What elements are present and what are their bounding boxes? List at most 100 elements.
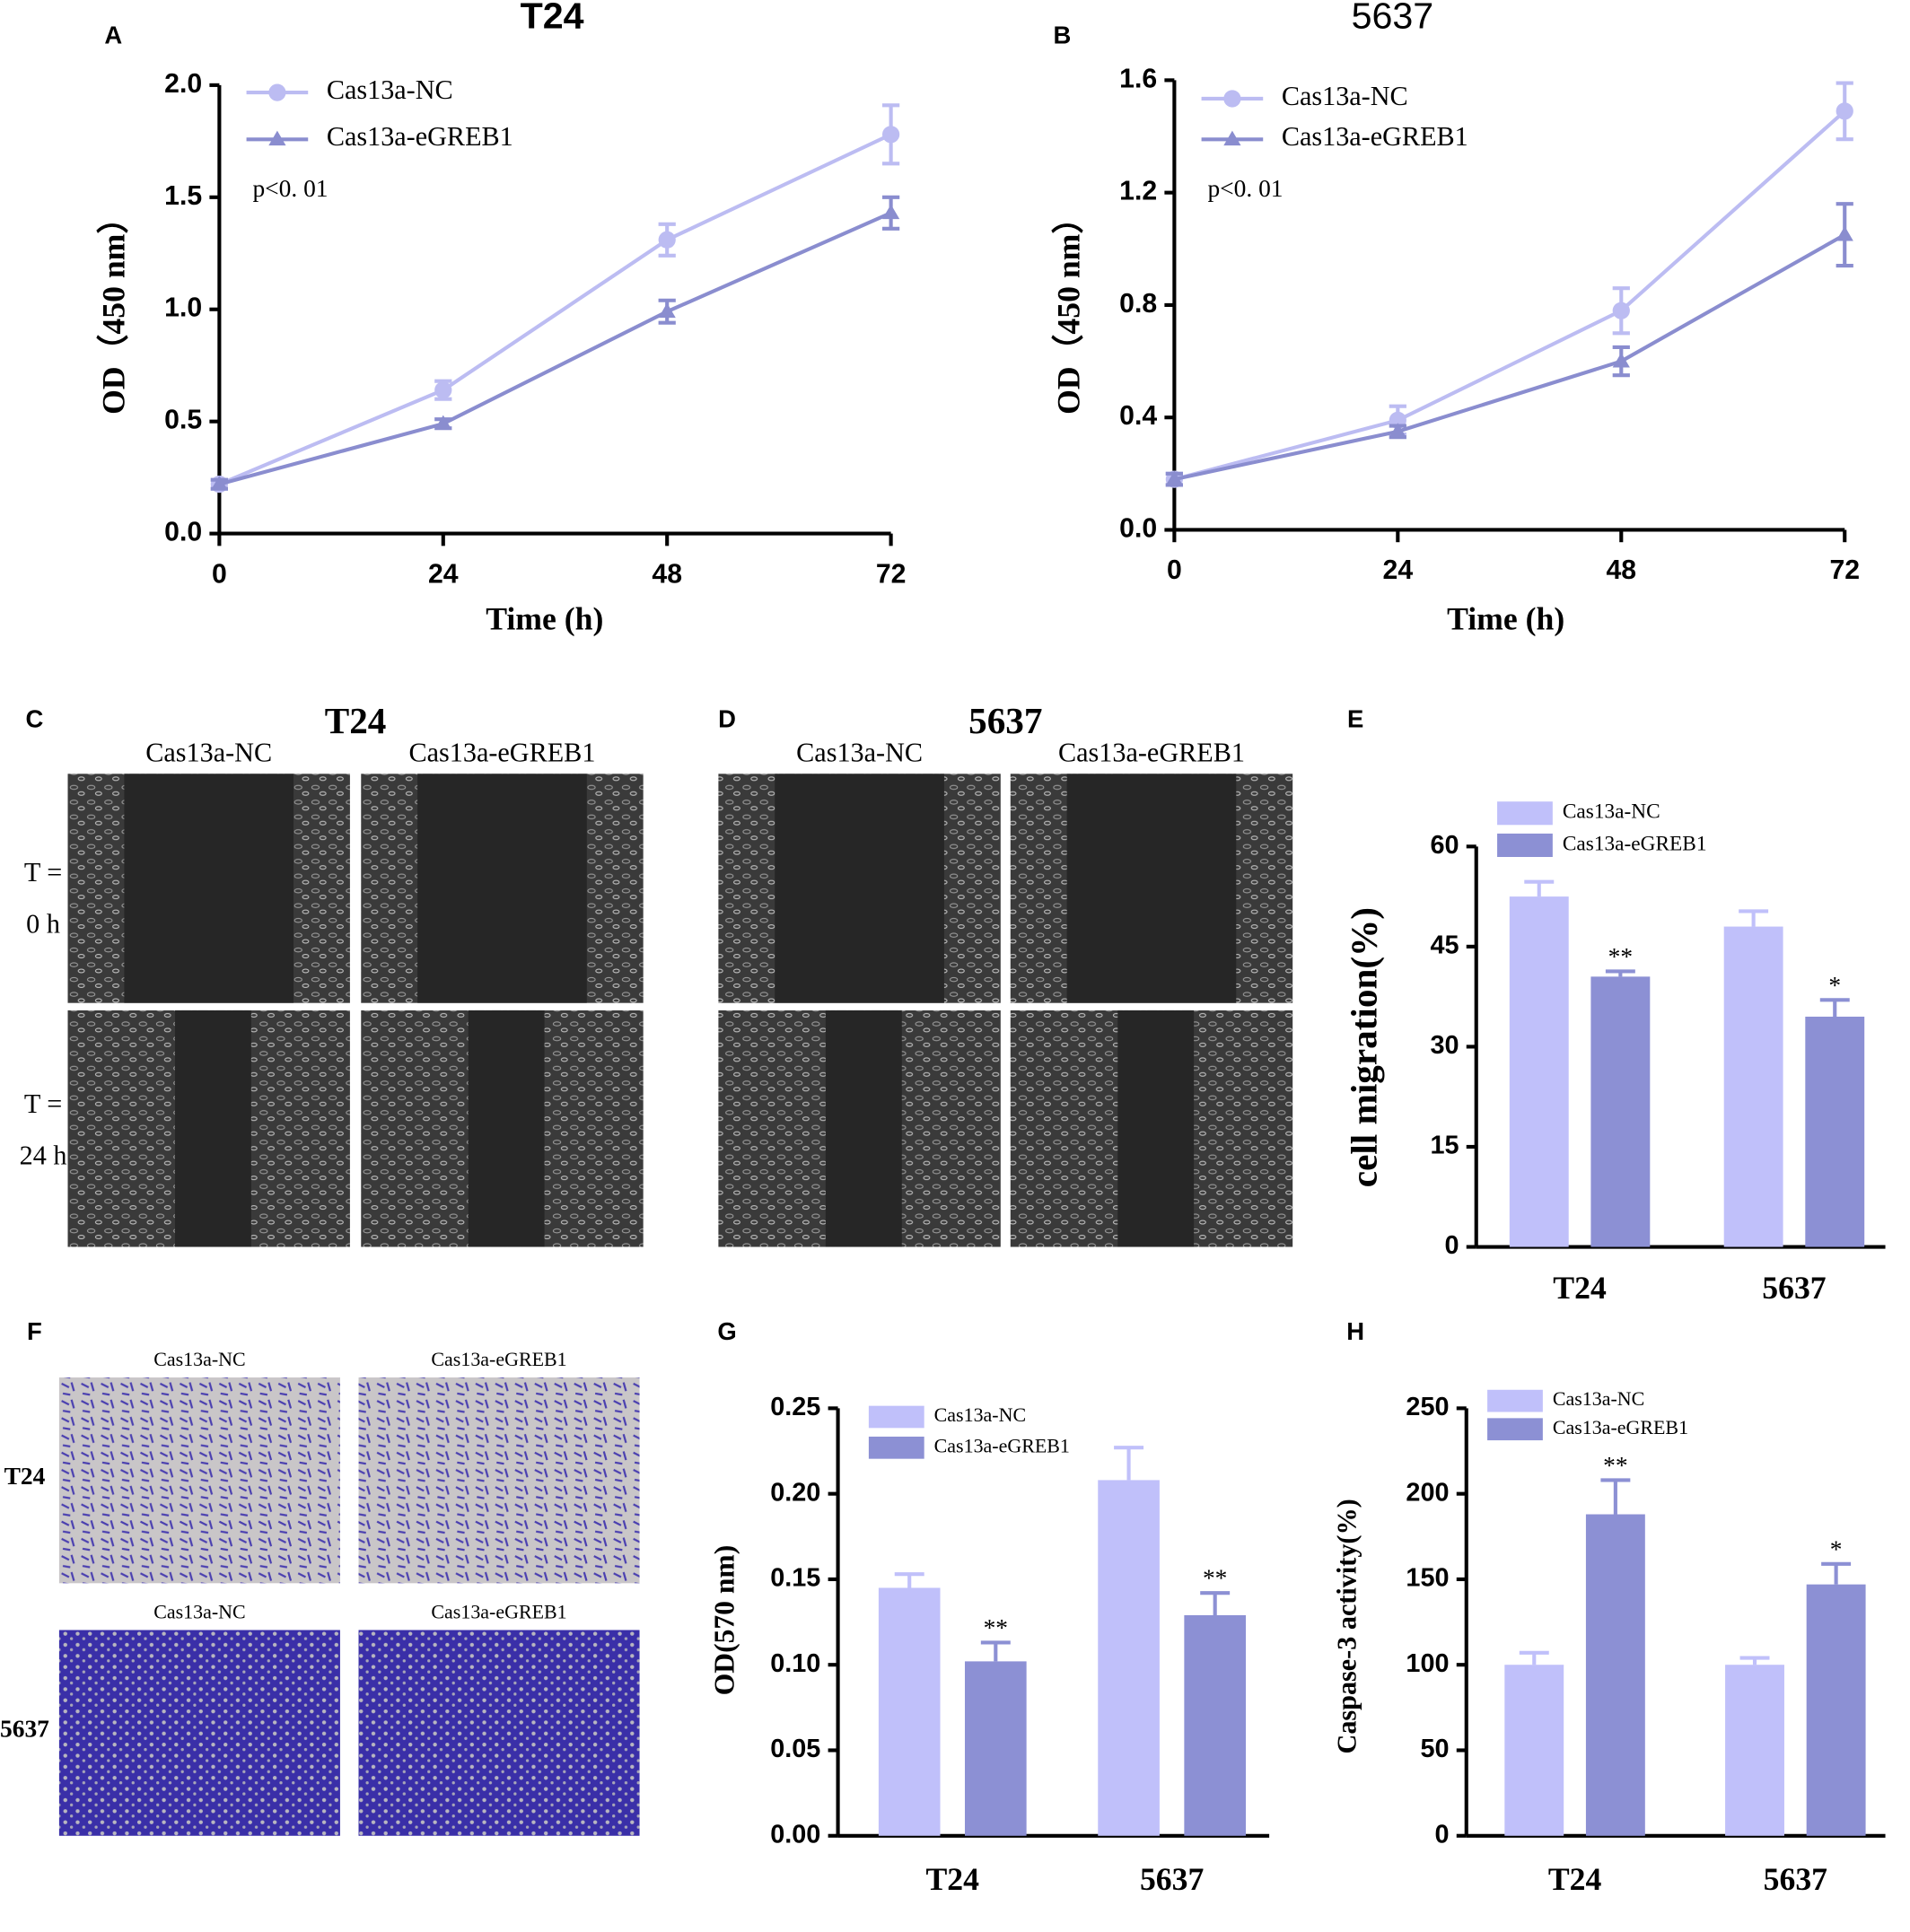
legend-marker — [268, 83, 286, 101]
significance: * — [1830, 1535, 1843, 1562]
marker — [434, 415, 452, 431]
y-tick-label: 50 — [1420, 1735, 1449, 1763]
micrograph-gap — [1117, 1010, 1195, 1247]
marker — [1165, 470, 1183, 485]
x-tick-label: 5637 — [1764, 1861, 1827, 1897]
legend-label: Cas13a-NC — [934, 1403, 1026, 1426]
column-label: Cas13a-eGREB1 — [408, 738, 595, 768]
y-tick-label: 0.0 — [1119, 513, 1157, 543]
bar — [878, 1587, 941, 1836]
error-bar — [1600, 1478, 1631, 1515]
marker — [1612, 352, 1630, 368]
panel-letter: A — [104, 22, 122, 49]
legend-label: Cas13a-NC — [1282, 81, 1408, 111]
error-bar — [1605, 969, 1635, 977]
y-tick-label: 250 — [1406, 1393, 1449, 1421]
panel-letter: F — [27, 1317, 42, 1345]
y-tick-label: 45 — [1430, 931, 1459, 959]
x-tick-label: 0 — [1167, 555, 1182, 585]
y-tick-label: 0.4 — [1119, 401, 1157, 431]
bar — [1184, 1614, 1247, 1836]
y-axis-label: cell migration(%) — [1343, 907, 1385, 1187]
marker — [1612, 302, 1630, 319]
legend-marker — [268, 130, 286, 146]
panel-letter: E — [1347, 705, 1363, 733]
bar — [964, 1661, 1027, 1836]
micrograph-gap — [1066, 774, 1237, 1003]
column-label: Cas13a-eGREB1 — [1058, 738, 1245, 768]
marker — [658, 302, 676, 319]
micrograph-gap — [417, 774, 587, 1003]
bar — [1509, 896, 1569, 1247]
row-label: 5637 — [0, 1715, 49, 1742]
micrograph — [58, 1377, 340, 1584]
y-tick-label: 0.0 — [164, 518, 202, 547]
bar — [1806, 1584, 1866, 1836]
y-tick-label: 0 — [1444, 1231, 1459, 1260]
bar — [1590, 976, 1651, 1247]
error-bar — [980, 1640, 1011, 1662]
series-line — [218, 132, 892, 486]
image-label: Cas13a-eGREB1 — [431, 1348, 566, 1370]
significance: ** — [1603, 1452, 1627, 1479]
significance: ** — [984, 1614, 1008, 1641]
y-tick-label: 0.5 — [164, 406, 202, 435]
y-tick-label: 0.05 — [770, 1735, 820, 1763]
legend-swatch — [1487, 1418, 1543, 1441]
legend-swatch — [1487, 1389, 1543, 1412]
panel-letter: C — [26, 705, 44, 733]
series-line — [218, 211, 892, 486]
micrograph-gap — [174, 1010, 251, 1247]
legend-swatch — [1497, 833, 1553, 857]
marker — [1389, 423, 1406, 438]
panel-title: 5637 — [968, 700, 1042, 741]
y-tick-label: 1.5 — [164, 181, 202, 211]
bar — [1504, 1665, 1564, 1836]
y-tick-label: 0.00 — [770, 1820, 820, 1849]
x-axis-label: Time (h) — [1447, 601, 1564, 637]
marker — [1836, 102, 1853, 120]
y-tick-label: 1.0 — [164, 293, 202, 323]
bar — [1723, 926, 1783, 1247]
micrograph — [58, 1630, 340, 1836]
micrograph-gap — [468, 1010, 545, 1247]
legend-label: Cas13a-eGREB1 — [1563, 832, 1707, 855]
x-tick-label: 48 — [1606, 555, 1636, 585]
y-axis-label: OD（450 nm） — [96, 202, 132, 415]
error-bar — [1524, 879, 1555, 897]
error-bar — [894, 1572, 924, 1588]
image-label: Cas13a-NC — [153, 1348, 245, 1370]
y-tick-label: 30 — [1430, 1031, 1459, 1060]
row-label: T = — [24, 1088, 62, 1119]
y-tick-label: 0.10 — [770, 1649, 820, 1678]
column-label: Cas13a-NC — [145, 738, 272, 768]
legend-label: Cas13a-eGREB1 — [1553, 1416, 1688, 1438]
annotation: p<0. 01 — [1207, 175, 1283, 202]
y-tick-label: 0 — [1434, 1820, 1449, 1849]
panel-title: T24 — [325, 700, 387, 741]
panel-letter: D — [718, 705, 736, 733]
marker — [881, 126, 900, 144]
marker — [881, 204, 900, 220]
legend-swatch — [1497, 801, 1553, 826]
significance: ** — [1608, 943, 1633, 970]
marker — [210, 476, 228, 491]
legend-label: Cas13a-eGREB1 — [934, 1434, 1070, 1456]
legend-marker — [1223, 90, 1241, 108]
marker — [434, 381, 452, 399]
y-tick-label: 0.8 — [1119, 289, 1157, 319]
micrograph — [358, 1630, 640, 1836]
bar — [1805, 1016, 1865, 1247]
x-tick-label: T24 — [926, 1861, 980, 1897]
x-tick-label: 5637 — [1762, 1270, 1826, 1306]
micrograph — [358, 1377, 640, 1584]
panel-letter: G — [717, 1317, 736, 1345]
y-tick-label: 2.0 — [164, 69, 202, 99]
series-line — [1173, 109, 1846, 482]
micrograph-gap — [124, 774, 294, 1003]
legend-swatch — [868, 1436, 924, 1459]
y-tick-label: 100 — [1406, 1649, 1449, 1678]
image-label: Cas13a-NC — [153, 1601, 245, 1623]
row-label: T24 — [4, 1463, 46, 1490]
